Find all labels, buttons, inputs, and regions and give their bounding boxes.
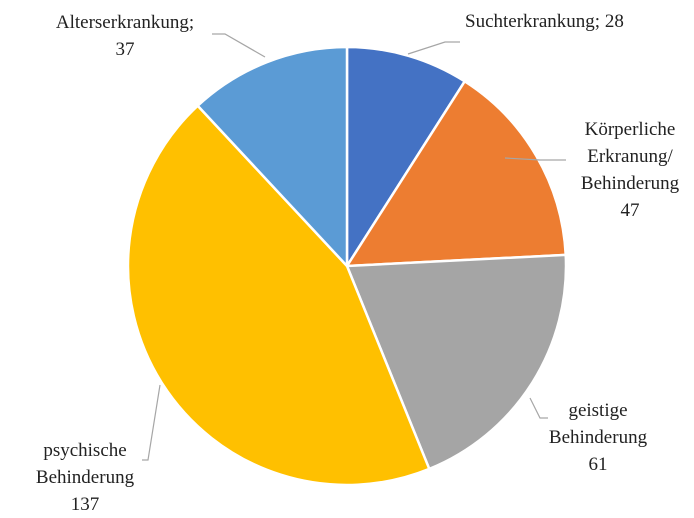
data-label: psychische Behinderung 137 <box>10 437 160 518</box>
pie-slice <box>345 45 467 271</box>
value-label: 47 <box>620 200 640 221</box>
category-label: Körperliche Erkranung/ Behinderung <box>580 119 680 194</box>
pie-slice <box>344 79 568 268</box>
value-label: 37 <box>115 39 135 60</box>
leader-lines <box>142 33 566 461</box>
value-label: 61 <box>588 454 608 475</box>
pie-slice <box>195 45 349 270</box>
leader-line <box>407 41 460 55</box>
pie-slice <box>126 103 431 487</box>
category-label: Suchterkrankung; <box>465 11 601 32</box>
pie-slice <box>345 253 568 471</box>
data-label: Körperliche Erkranung/ Behinderung 47 <box>560 116 694 224</box>
category-label: psychische Behinderung <box>35 440 135 488</box>
data-label: Alterserkrankung; 37 <box>35 9 215 63</box>
category-label: Alterserkrankung; <box>55 12 195 33</box>
leader-line <box>212 33 266 58</box>
data-label: geistige Behinderung 61 <box>533 397 663 478</box>
value-label: 28 <box>604 11 624 32</box>
leader-line <box>504 157 566 161</box>
slices <box>126 45 568 487</box>
value-label: 137 <box>70 494 100 515</box>
category-label: geistige Behinderung <box>548 400 648 448</box>
leader-line <box>529 397 548 419</box>
data-label: Suchterkrankung; 28 <box>465 8 624 35</box>
leader-line <box>142 384 161 461</box>
